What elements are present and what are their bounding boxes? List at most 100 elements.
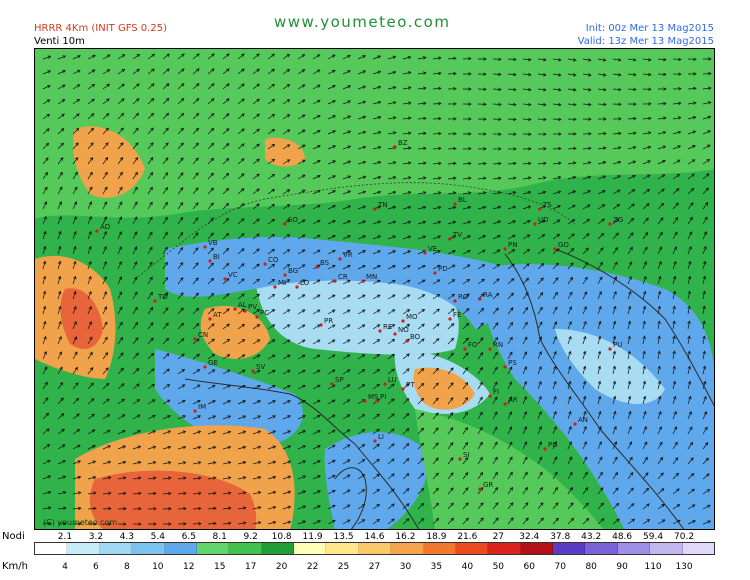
wind-arrow xyxy=(162,430,172,435)
wind-arrow xyxy=(297,264,306,270)
wind-arrow xyxy=(597,87,607,92)
wind-arrow xyxy=(417,308,426,315)
wind-arrow xyxy=(687,145,696,150)
wind-arrow xyxy=(162,506,172,511)
wind-arrow xyxy=(252,369,261,375)
wind-arrow xyxy=(312,189,321,195)
wind-arrow xyxy=(102,398,110,405)
wind-arrow xyxy=(42,157,49,165)
city-marker xyxy=(243,309,247,313)
wind-arrow xyxy=(417,487,425,495)
wind-arrow xyxy=(222,172,230,180)
wind-arrow xyxy=(492,176,502,180)
wind-arrow xyxy=(372,368,381,375)
wind-arrow xyxy=(102,127,109,135)
wind-arrow xyxy=(627,518,635,525)
wind-arrow xyxy=(207,202,214,210)
wind-arrow xyxy=(222,247,230,255)
kmh-tick-label: 8 xyxy=(123,562,130,572)
wind-arrow xyxy=(462,396,469,405)
wind-arrow xyxy=(87,84,96,90)
wind-arrow xyxy=(657,275,662,285)
wind-arrow xyxy=(252,53,260,60)
city-marker xyxy=(393,332,397,336)
wind-arrow xyxy=(552,486,559,495)
wind-arrow xyxy=(192,338,200,345)
city-label: UD xyxy=(538,216,549,224)
wind-arrow xyxy=(597,335,602,345)
wind-arrow xyxy=(612,502,620,510)
wind-arrow xyxy=(372,175,382,180)
city-label: PI xyxy=(380,393,386,401)
city-marker xyxy=(338,257,342,261)
wind-arrow xyxy=(147,461,157,465)
wind-arrow xyxy=(42,412,50,420)
wind-arrow xyxy=(327,235,336,240)
wind-arrow xyxy=(297,234,306,240)
city-marker xyxy=(315,265,319,269)
wind-arrow xyxy=(522,471,528,480)
wind-arrow xyxy=(387,503,395,510)
wind-arrow xyxy=(432,161,442,166)
wind-arrow xyxy=(447,279,456,285)
wind-arrow xyxy=(297,189,306,195)
wind-arrow xyxy=(282,339,291,345)
wind-arrow xyxy=(282,354,291,360)
wind-arrow xyxy=(372,250,382,255)
valid-time: Valid: 13z Mer 13 Mag2015 xyxy=(577,36,714,47)
wind-arrow xyxy=(147,430,157,435)
wind-arrow xyxy=(447,56,457,61)
wind-arrow xyxy=(372,279,381,285)
wind-arrow xyxy=(447,442,454,450)
wind-arrow xyxy=(237,143,245,150)
wind-arrow xyxy=(237,113,245,120)
wind-arrow xyxy=(297,324,306,330)
wind-arrow xyxy=(357,85,367,90)
wind-arrow xyxy=(402,488,410,495)
wind-arrow xyxy=(687,231,693,240)
wind-arrow xyxy=(327,429,336,435)
wind-arrow xyxy=(147,53,156,60)
wind-arrow xyxy=(72,413,80,420)
wind-map: MI TO GE VR VE BO FI TS AO LO PV CR PC PR MN RE MO NO BG BS… xyxy=(34,48,715,530)
wind-arrow xyxy=(102,112,110,120)
color-scale-bar xyxy=(34,542,715,555)
site-url[interactable]: www.youmeteo.com xyxy=(274,13,451,31)
city-marker xyxy=(193,409,197,413)
wind-arrow xyxy=(177,368,186,375)
wind-arrow xyxy=(612,203,621,210)
wind-arrow xyxy=(492,351,498,360)
wind-arrow xyxy=(147,445,157,450)
knots-tick-label: 70.2 xyxy=(674,532,695,542)
wind-arrow xyxy=(87,460,97,465)
wind-arrow xyxy=(447,517,454,525)
wind-arrow xyxy=(192,369,201,375)
wind-arrow xyxy=(672,188,680,195)
wind-arrow xyxy=(492,72,502,77)
wind-arrow xyxy=(312,414,321,420)
wind-arrow xyxy=(492,263,501,270)
wind-arrow xyxy=(657,246,663,255)
wind-arrow xyxy=(462,456,469,465)
wind-arrow xyxy=(612,146,622,150)
wind-arrow xyxy=(57,521,67,526)
wind-arrow xyxy=(597,410,602,420)
wind-arrow xyxy=(402,458,410,465)
wind-arrow xyxy=(252,188,260,195)
wind-arrow xyxy=(387,190,397,195)
wind-arrow xyxy=(507,502,514,510)
scale-swatch xyxy=(455,543,489,554)
wind-arrow xyxy=(582,320,587,330)
wind-arrow xyxy=(162,186,169,195)
wind-arrow xyxy=(612,218,620,225)
wind-arrow xyxy=(597,425,602,435)
wind-arrow xyxy=(237,445,247,450)
wind-arrow xyxy=(417,367,425,375)
wind-arrow xyxy=(177,338,185,345)
knots-tick-label: 14.6 xyxy=(364,532,385,542)
wind-arrow xyxy=(417,235,427,240)
wind-arrow xyxy=(162,53,170,60)
wind-arrow xyxy=(72,215,77,225)
wind-arrow xyxy=(417,427,425,435)
wind-arrow xyxy=(177,127,184,135)
